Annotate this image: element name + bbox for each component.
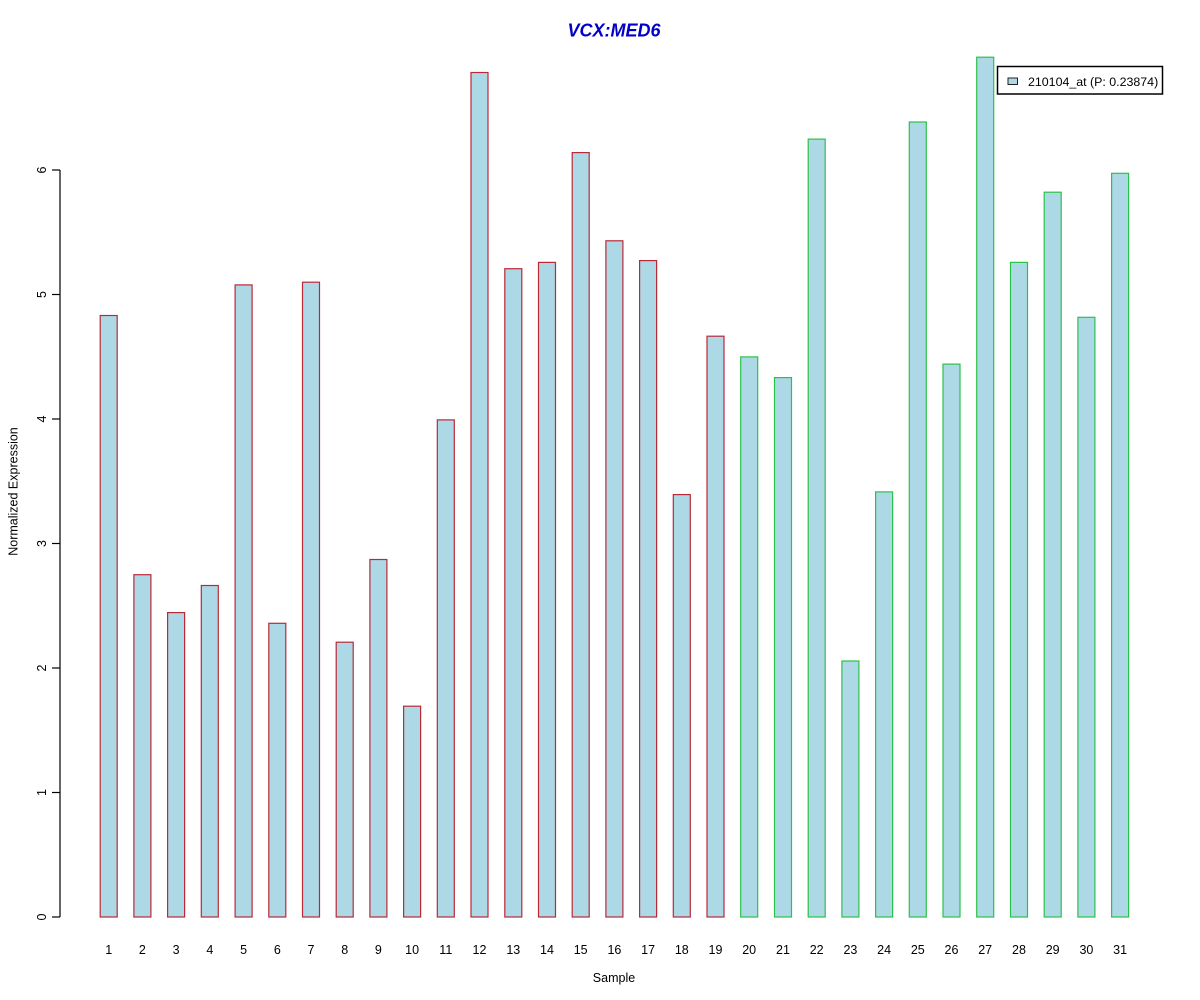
svg-text:7: 7 — [308, 943, 315, 957]
svg-text:8: 8 — [341, 943, 348, 957]
svg-text:2: 2 — [35, 664, 49, 671]
svg-text:27: 27 — [978, 943, 992, 957]
svg-text:19: 19 — [709, 943, 723, 957]
svg-text:24: 24 — [877, 943, 891, 957]
svg-text:26: 26 — [945, 943, 959, 957]
svg-text:3: 3 — [173, 943, 180, 957]
svg-text:1: 1 — [105, 943, 112, 957]
svg-text:3: 3 — [35, 540, 49, 547]
svg-text:2: 2 — [139, 943, 146, 957]
svg-text:0: 0 — [35, 913, 49, 920]
svg-text:12: 12 — [473, 943, 487, 957]
svg-text:16: 16 — [607, 943, 621, 957]
svg-text:13: 13 — [506, 943, 520, 957]
svg-text:28: 28 — [1012, 943, 1026, 957]
svg-text:30: 30 — [1079, 943, 1093, 957]
svg-text:VCX:MED6: VCX:MED6 — [567, 21, 661, 41]
svg-text:6: 6 — [274, 943, 281, 957]
svg-text:1: 1 — [35, 789, 49, 796]
svg-text:22: 22 — [810, 943, 824, 957]
svg-text:Sample: Sample — [593, 971, 635, 985]
svg-text:23: 23 — [843, 943, 857, 957]
svg-text:5: 5 — [35, 291, 49, 298]
svg-text:21: 21 — [776, 943, 790, 957]
svg-text:18: 18 — [675, 943, 689, 957]
svg-text:4: 4 — [35, 415, 49, 422]
svg-text:20: 20 — [742, 943, 756, 957]
svg-text:Normalized Expression: Normalized Expression — [7, 427, 21, 556]
svg-text:25: 25 — [911, 943, 925, 957]
svg-text:210104_at (P: 0.23874): 210104_at (P: 0.23874) — [1028, 75, 1158, 89]
svg-text:31: 31 — [1113, 943, 1127, 957]
svg-text:29: 29 — [1046, 943, 1060, 957]
svg-text:4: 4 — [206, 943, 213, 957]
svg-text:14: 14 — [540, 943, 554, 957]
svg-text:10: 10 — [405, 943, 419, 957]
svg-text:17: 17 — [641, 943, 655, 957]
svg-text:11: 11 — [439, 943, 452, 957]
svg-text:15: 15 — [574, 943, 588, 957]
svg-text:9: 9 — [375, 943, 382, 957]
svg-text:6: 6 — [35, 166, 49, 173]
svg-text:5: 5 — [240, 943, 247, 957]
